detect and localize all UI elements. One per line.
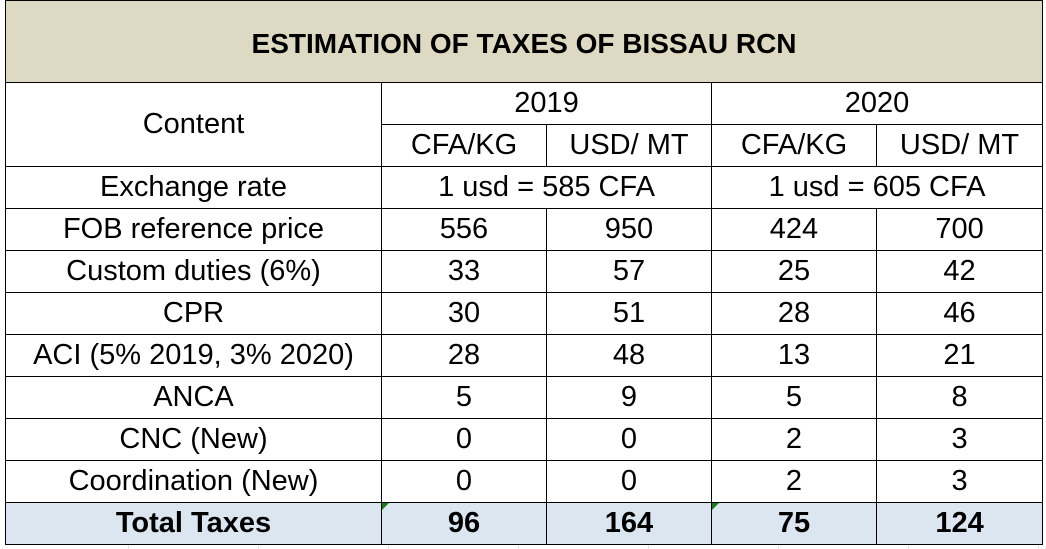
table-cell[interactable]: 48 xyxy=(546,334,712,377)
table-cell[interactable]: 2 xyxy=(711,460,877,503)
table-cell[interactable]: 556 xyxy=(381,208,547,251)
table-row: Custom duties (6%) 33 57 25 42 xyxy=(5,250,1044,293)
total-label[interactable]: Total Taxes xyxy=(5,502,382,545)
table-title-cell[interactable]: ESTIMATION OF TAXES OF BISSAU RCN xyxy=(4,0,1044,83)
table-cell[interactable]: 21 xyxy=(875,334,1044,377)
row-label[interactable]: Exchange rate xyxy=(5,166,382,209)
tax-estimation-table: ESTIMATION OF TAXES OF BISSAU RCN Conten… xyxy=(4,0,1044,545)
row-label[interactable]: Coordination (New) xyxy=(5,460,382,503)
row-label[interactable]: FOB reference price xyxy=(5,208,382,251)
total-cell[interactable]: 164 xyxy=(546,502,712,545)
table-cell[interactable]: 33 xyxy=(381,250,547,293)
year-header-2020[interactable]: 2020 xyxy=(710,82,1044,125)
table-cell[interactable]: 700 xyxy=(875,208,1044,251)
exchange-rate-2019[interactable]: 1 usd = 585 CFA xyxy=(381,166,712,209)
table-cell[interactable]: 9 xyxy=(546,376,712,419)
table-cell[interactable]: 0 xyxy=(381,418,547,461)
unit-header[interactable]: USD/ MT xyxy=(546,124,712,167)
table-cell[interactable]: 8 xyxy=(875,376,1044,419)
table-row: CPR 30 51 28 46 xyxy=(5,292,1044,335)
table-cell[interactable]: 424 xyxy=(711,208,877,251)
content-header-label: Content xyxy=(142,108,245,140)
table-cell[interactable]: 30 xyxy=(381,292,547,335)
total-cell[interactable]: 124 xyxy=(875,502,1044,545)
year-header-2019[interactable]: 2019 xyxy=(381,82,712,125)
table-cell[interactable]: 0 xyxy=(546,460,712,503)
row-label[interactable]: CNC (New) xyxy=(5,418,382,461)
table-cell[interactable]: 46 xyxy=(875,292,1044,335)
year-label: 2019 xyxy=(514,87,579,119)
unit-header[interactable]: CFA/KG xyxy=(711,124,877,167)
table-cell[interactable]: 950 xyxy=(546,208,712,251)
table-row: FOB reference price 556 950 424 700 xyxy=(5,208,1044,251)
table-cell[interactable]: 3 xyxy=(875,418,1044,461)
table-cell[interactable]: 28 xyxy=(711,292,877,335)
table-cell[interactable]: 51 xyxy=(546,292,712,335)
table-cell[interactable]: 2 xyxy=(711,418,877,461)
row-label[interactable]: CPR xyxy=(5,292,382,335)
table-cell[interactable]: 28 xyxy=(381,334,547,377)
table-cell[interactable]: 0 xyxy=(546,418,712,461)
table-cell[interactable]: 5 xyxy=(711,376,877,419)
table-row: ACI (5% 2019, 3% 2020) 28 48 13 21 xyxy=(5,334,1044,377)
exchange-rate-2020[interactable]: 1 usd = 605 CFA xyxy=(710,166,1044,209)
total-cell[interactable]: 96 xyxy=(381,502,547,545)
row-label[interactable]: ACI (5% 2019, 3% 2020) xyxy=(5,334,382,377)
table-cell[interactable]: 5 xyxy=(381,376,547,419)
table-cell[interactable]: 42 xyxy=(875,250,1044,293)
table-cell[interactable]: 13 xyxy=(711,334,877,377)
table-row: CNC (New) 0 0 2 3 xyxy=(5,418,1044,461)
table-cell[interactable]: 0 xyxy=(381,460,547,503)
table-row: Coordination (New) 0 0 2 3 xyxy=(5,460,1044,503)
table-title: ESTIMATION OF TAXES OF BISSAU RCN xyxy=(251,27,797,59)
total-cell[interactable]: 75 xyxy=(711,502,877,545)
content-header-cell[interactable]: Content xyxy=(5,82,382,167)
table-cell[interactable]: 57 xyxy=(546,250,712,293)
year-label: 2020 xyxy=(844,87,910,119)
row-label[interactable]: ANCA xyxy=(5,376,382,419)
table-cell[interactable]: 3 xyxy=(875,460,1044,503)
unit-header[interactable]: USD/ MT xyxy=(875,124,1044,167)
table-row: ANCA 5 9 5 8 xyxy=(5,376,1044,419)
unit-header[interactable]: CFA/KG xyxy=(381,124,547,167)
table-cell[interactable]: 25 xyxy=(711,250,877,293)
table-row-exchange-rate: Exchange rate 1 usd = 585 CFA 1 usd = 60… xyxy=(5,166,1044,209)
row-label[interactable]: Custom duties (6%) xyxy=(5,250,382,293)
table-row-total: Total Taxes 96 164 75 124 xyxy=(5,502,1044,545)
